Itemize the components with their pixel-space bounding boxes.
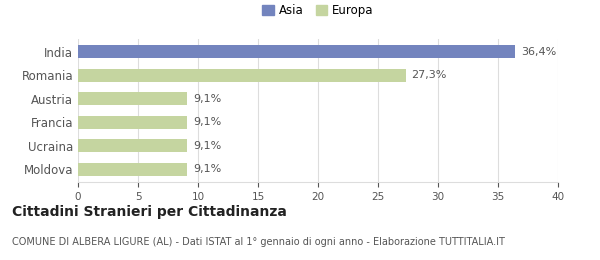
Bar <box>78 69 406 82</box>
Text: 9,1%: 9,1% <box>193 164 221 174</box>
Text: 9,1%: 9,1% <box>193 141 221 151</box>
Text: 27,3%: 27,3% <box>412 70 447 80</box>
Bar <box>78 92 187 105</box>
Legend: Asia, Europa: Asia, Europa <box>258 0 378 22</box>
Text: COMUNE DI ALBERA LIGURE (AL) - Dati ISTAT al 1° gennaio di ogni anno - Elaborazi: COMUNE DI ALBERA LIGURE (AL) - Dati ISTA… <box>12 237 505 246</box>
Bar <box>78 139 187 152</box>
Text: 36,4%: 36,4% <box>521 47 556 57</box>
Text: Cittadini Stranieri per Cittadinanza: Cittadini Stranieri per Cittadinanza <box>12 205 287 219</box>
Bar <box>78 116 187 129</box>
Text: 9,1%: 9,1% <box>193 117 221 127</box>
Bar <box>78 162 187 176</box>
Bar <box>78 46 515 58</box>
Text: 9,1%: 9,1% <box>193 94 221 104</box>
